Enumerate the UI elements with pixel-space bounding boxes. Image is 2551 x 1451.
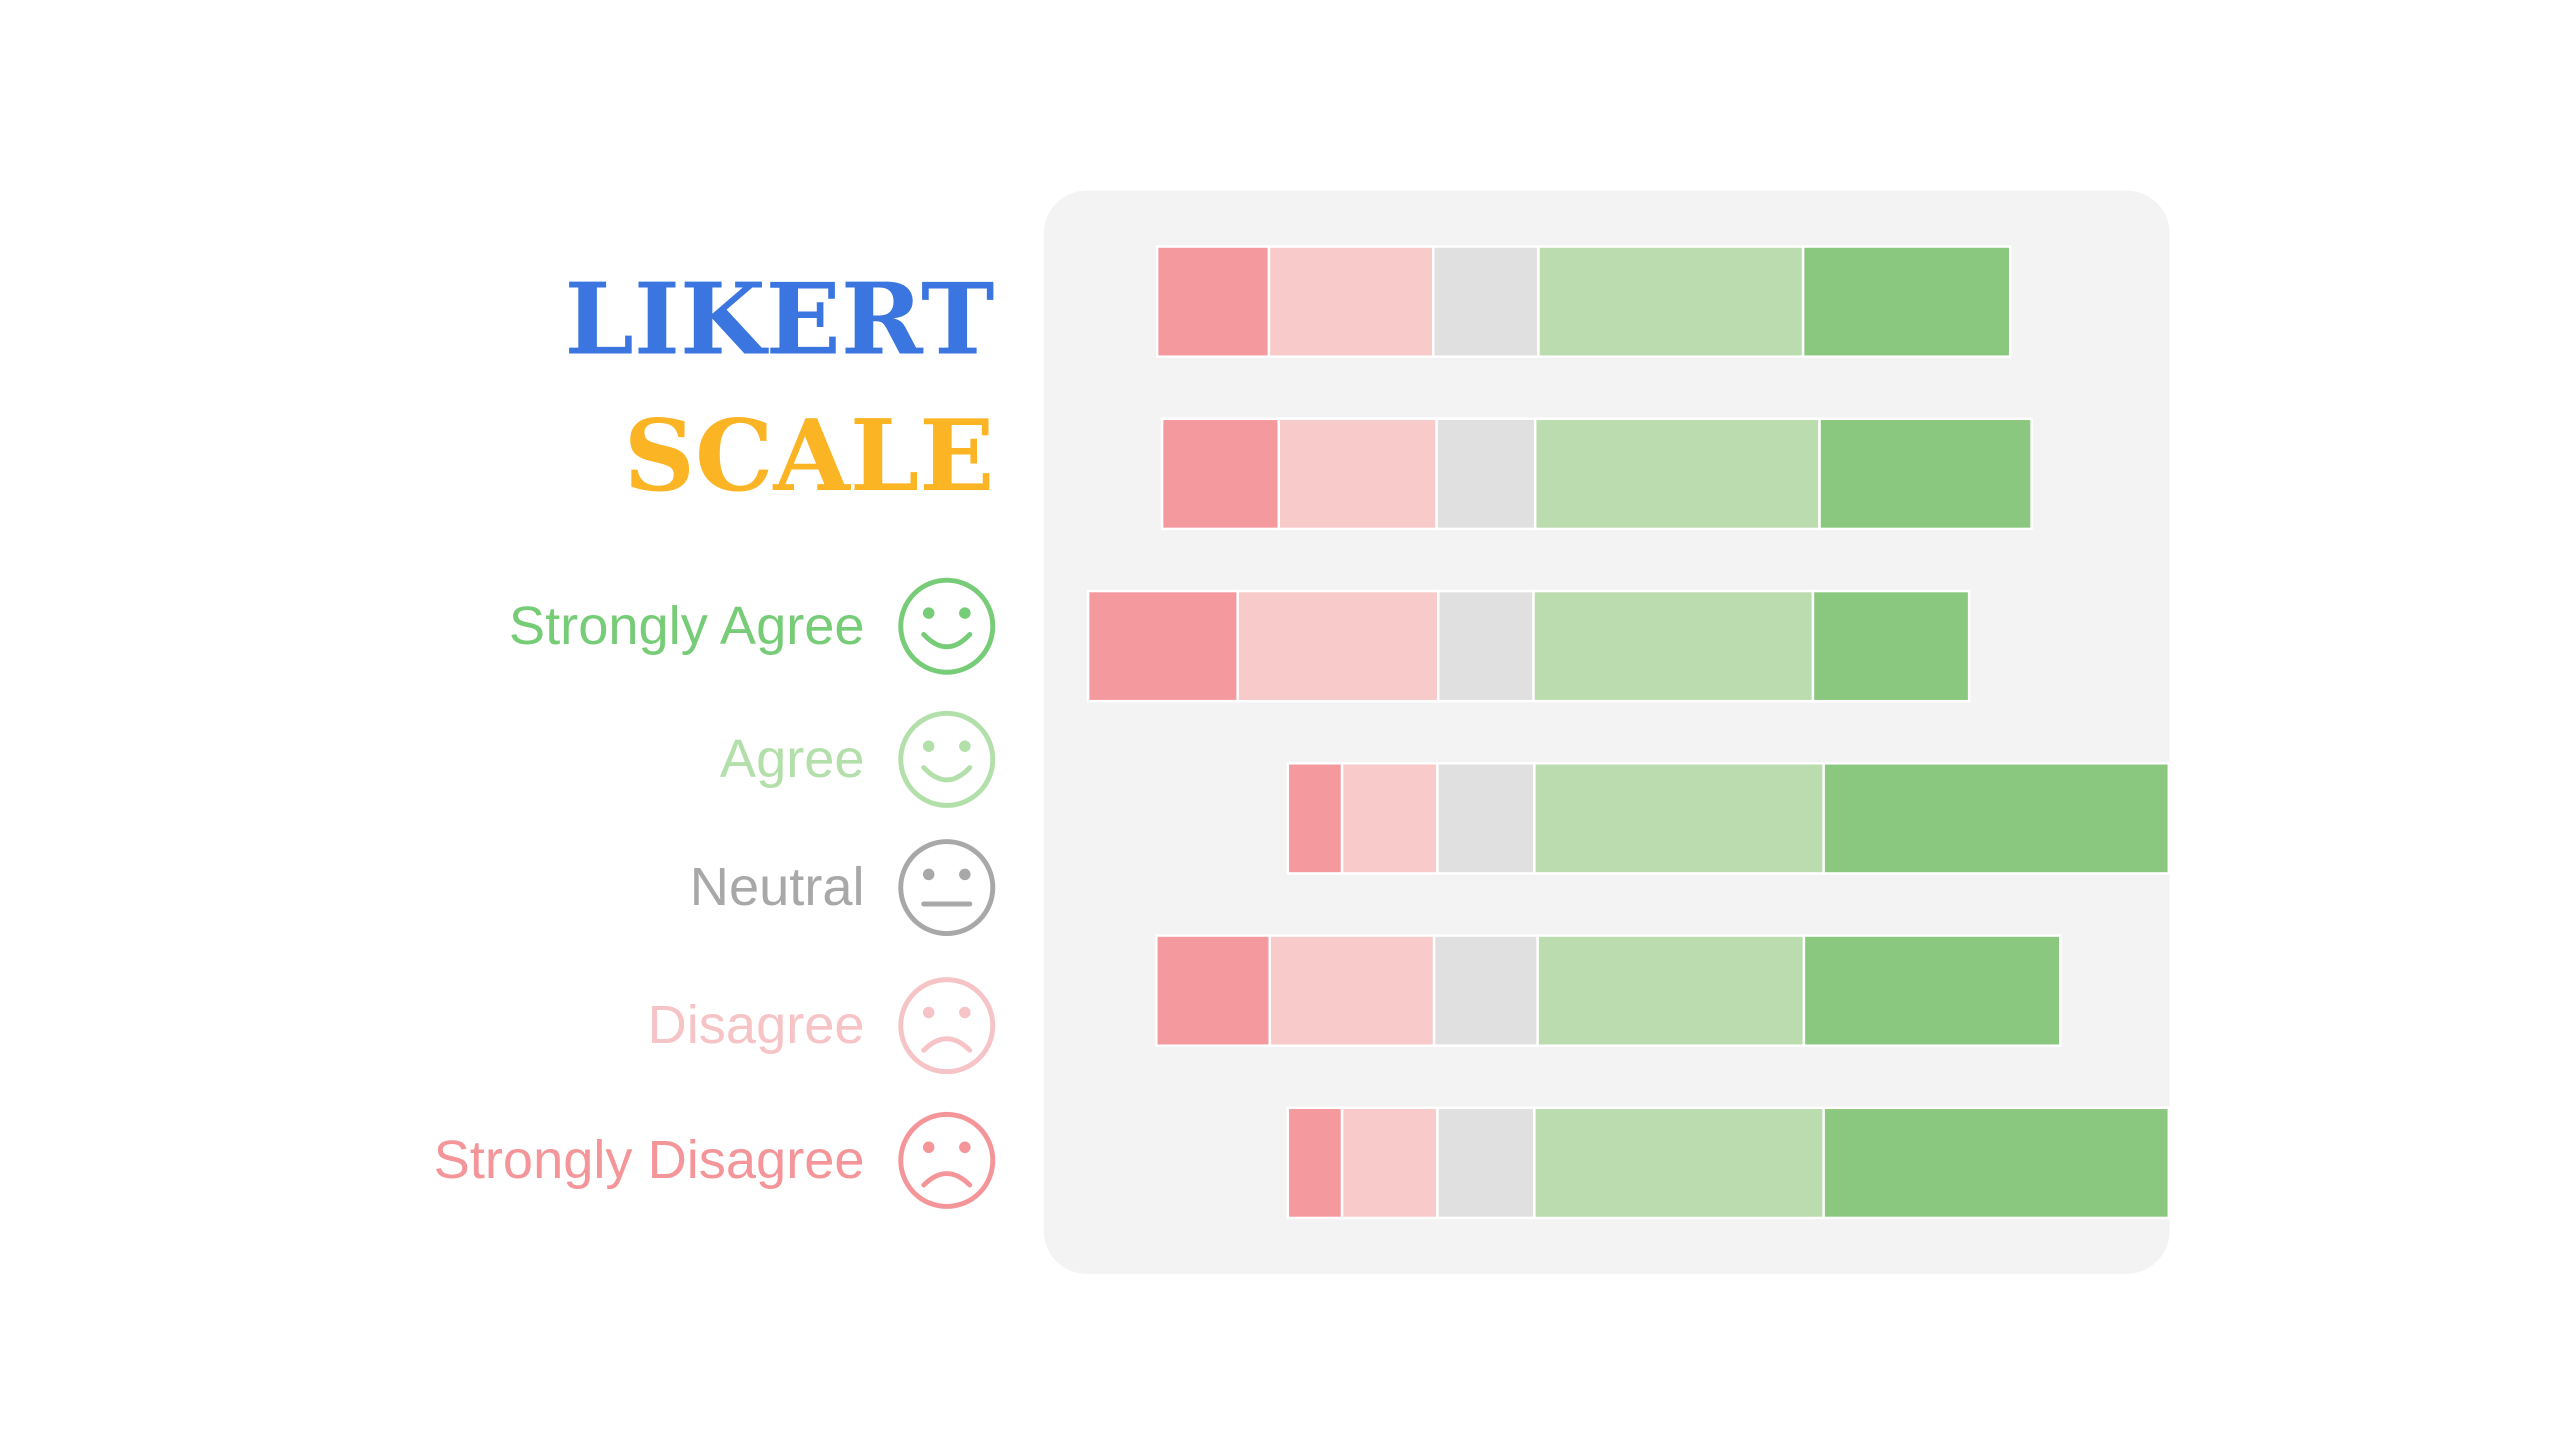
face-icon [898, 1111, 996, 1209]
bar-segment [1160, 417, 1281, 531]
face-mouth [921, 631, 973, 650]
face-icon [898, 839, 996, 937]
legend-label: Strongly Disagree [434, 1130, 865, 1190]
bar-segment [1532, 589, 1815, 703]
legend-label: Strongly Agree [509, 596, 865, 656]
legend-label: Disagree [648, 995, 865, 1055]
face-eye [959, 868, 971, 881]
bar-segment [1533, 762, 1825, 875]
bar-segment [1818, 417, 2033, 531]
bar-segment [1268, 934, 1436, 1047]
face-eye [959, 1141, 971, 1154]
bar-segment [1822, 1106, 2171, 1220]
bar-segment [1435, 417, 1537, 531]
face-icon [898, 977, 996, 1075]
bar-segment [1432, 245, 1540, 358]
face-eye [959, 607, 971, 619]
face-mouth [921, 1036, 973, 1053]
bar-segment [1436, 1106, 1536, 1220]
bar-segment [1436, 589, 1535, 703]
bar-segment [1155, 934, 1271, 1047]
face-eye [959, 740, 971, 752]
bar-segment [1536, 934, 1806, 1047]
bar-segment [1822, 762, 2171, 875]
bar-segment [1537, 245, 1805, 358]
face-eye [922, 868, 935, 881]
bar-segment [1811, 589, 1971, 703]
bar-segment [1340, 1106, 1439, 1220]
bar-segment [1432, 934, 1539, 1047]
bar-segment [1533, 417, 1821, 531]
bar-segment [1436, 762, 1536, 875]
chart-subtitle: SCALE [624, 398, 995, 514]
legend-label: Neutral [690, 857, 865, 917]
bar-segment [1277, 417, 1438, 531]
bar-segment [1286, 1106, 1344, 1220]
bar-segment [1802, 934, 2062, 1047]
bar-segment [1340, 762, 1439, 875]
face-eye [922, 1006, 935, 1019]
face-eye [922, 607, 935, 619]
chart-title: LIKERT [565, 261, 995, 377]
bar-segment [1267, 245, 1435, 358]
face-mouth [921, 1171, 973, 1188]
face-eye [922, 740, 935, 752]
bar-segment [1286, 762, 1344, 875]
bar-segment [1086, 589, 1239, 703]
face-mouth [921, 765, 973, 783]
bar-segment [1533, 1106, 1825, 1220]
bar-segment [1155, 245, 1271, 358]
bar-segment [1236, 589, 1440, 703]
face-eye [922, 1141, 935, 1154]
face-icon [898, 710, 996, 808]
face-icon [898, 577, 996, 675]
face-eye [959, 1006, 971, 1019]
legend-label: Agree [720, 729, 865, 789]
bar-segment [1801, 245, 2012, 358]
